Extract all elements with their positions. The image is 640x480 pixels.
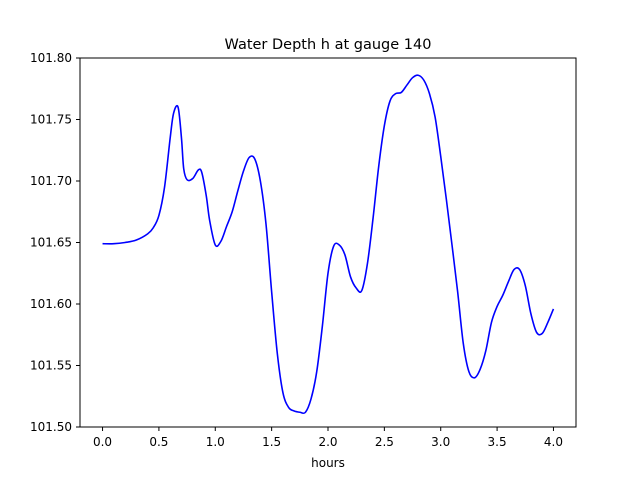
y-tick-label: 101.80 [30,51,72,65]
y-tick-label: 101.60 [30,297,72,311]
x-tick-label: 0.0 [93,435,112,449]
x-axis: 0.0 0.5 1.0 1.5 2.0 2.5 3.0 3.5 4.0 [93,427,563,449]
y-tick-label: 101.70 [30,174,72,188]
x-axis-label: hours [311,456,345,470]
y-tick-label: 101.65 [30,236,72,250]
y-tick-label: 101.50 [30,420,72,434]
x-tick-label: 2.5 [375,435,394,449]
x-tick-label: 3.5 [488,435,507,449]
y-tick-label: 101.75 [30,113,72,127]
x-tick-label: 1.5 [262,435,281,449]
series-line [102,74,555,415]
x-tick-label: 0.5 [149,435,168,449]
x-tick-label: 4.0 [544,435,563,449]
chart-title: Water Depth h at gauge 140 [225,37,432,53]
x-tick-label: 2.0 [318,435,337,449]
plot-frame [79,57,577,428]
y-tick-label: 101.55 [30,359,72,373]
x-tick-label: 1.0 [206,435,225,449]
x-tick-label: 3.0 [431,435,450,449]
y-axis: 101.50 101.55 101.60 101.65 101.70 101.75 101.… [30,51,80,434]
